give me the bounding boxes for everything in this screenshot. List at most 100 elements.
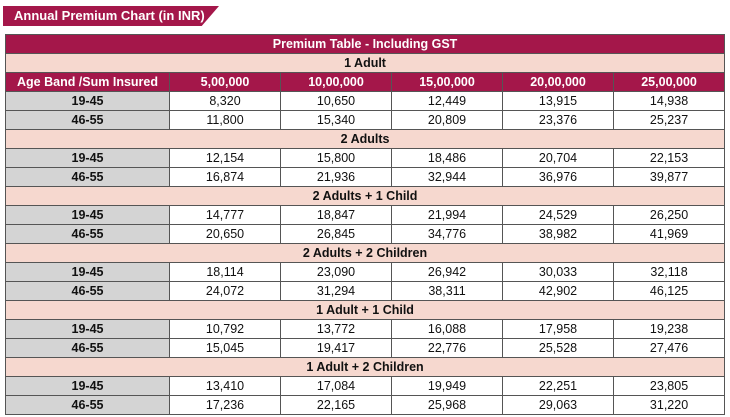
page-title: Annual Premium Chart (in INR) [3,6,219,26]
table-row: 19-45 12,154 15,800 18,486 20,704 22,153 [5,148,726,168]
premium-cell: 22,776 [391,338,503,358]
premium-cell: 23,090 [280,262,392,282]
premium-cell: 17,236 [169,395,281,415]
premium-cell: 10,792 [169,319,281,339]
group-label: 1 Adult + 1 Child [4,300,726,320]
premium-cell: 41,969 [612,224,726,244]
group-label: 2 Adults + 1 Child [4,186,726,206]
age-band-cell: 46-55 [5,338,170,358]
group-row: 2 Adults + 2 Children [4,243,726,263]
column-header-sum-insured: 5,00,000 [169,72,281,92]
premium-cell: 21,936 [280,167,392,187]
premium-cell: 13,410 [169,376,281,396]
premium-cell: 34,776 [391,224,503,244]
premium-cell: 22,153 [612,148,726,168]
premium-table: Premium Table - Including GST 1 Adult Age… [4,34,726,415]
premium-cell: 25,968 [391,395,503,415]
premium-cell: 20,650 [169,224,281,244]
age-band-cell: 46-55 [5,167,170,187]
column-header-sum-insured: 10,00,000 [280,72,392,92]
premium-cell: 18,847 [280,205,392,225]
group-row: 2 Adults [4,129,726,149]
table-row: 19-45 18,114 23,090 26,942 30,033 32,118 [5,262,726,282]
group-label: 1 Adult + 2 Children [4,357,726,377]
premium-cell: 12,449 [391,91,503,111]
premium-cell: 31,294 [280,281,392,301]
table-row: 19-45 14,777 18,847 21,994 24,529 26,250 [5,205,726,225]
age-band-cell: 19-45 [5,262,170,282]
premium-cell: 36,976 [502,167,614,187]
table-row: 46-55 16,874 21,936 32,944 36,976 39,877 [5,167,726,187]
age-band-cell: 19-45 [5,319,170,339]
premium-cell: 25,237 [612,110,726,130]
premium-cell: 42,902 [502,281,614,301]
premium-cell: 17,958 [502,319,614,339]
age-band-cell: 46-55 [5,395,170,415]
premium-cell: 16,874 [169,167,281,187]
table-caption: Premium Table - Including GST [4,34,726,54]
premium-cell: 46,125 [612,281,726,301]
table-row: 19-45 13,410 17,084 19,949 22,251 23,805 [5,376,726,396]
premium-cell: 24,529 [502,205,614,225]
premium-cell: 22,165 [280,395,392,415]
table-row: 46-55 24,072 31,294 38,311 42,902 46,125 [5,281,726,301]
premium-cell: 16,088 [391,319,503,339]
premium-cell: 30,033 [502,262,614,282]
premium-cell: 8,320 [169,91,281,111]
premium-cell: 15,340 [280,110,392,130]
premium-cell: 14,938 [612,91,726,111]
premium-cell: 25,528 [502,338,614,358]
age-band-cell: 19-45 [5,205,170,225]
group-row: 2 Adults + 1 Child [4,186,726,206]
premium-cell: 13,915 [502,91,614,111]
premium-cell: 18,114 [169,262,281,282]
age-band-cell: 19-45 [5,91,170,111]
table-row: 46-55 20,650 26,845 34,776 38,982 41,969 [5,224,726,244]
premium-cell: 27,476 [612,338,726,358]
column-header-sum-insured: 20,00,000 [502,72,614,92]
table-row: 19-45 10,792 13,772 16,088 17,958 19,238 [5,319,726,339]
age-band-cell: 19-45 [5,148,170,168]
premium-cell: 10,650 [280,91,392,111]
premium-cell: 26,845 [280,224,392,244]
premium-cell: 14,777 [169,205,281,225]
premium-cell: 32,118 [612,262,726,282]
age-band-cell: 19-45 [5,376,170,396]
premium-cell: 32,944 [391,167,503,187]
column-header-sum-insured: 25,00,000 [612,72,726,92]
premium-cell: 22,251 [502,376,614,396]
premium-cell: 15,045 [169,338,281,358]
premium-cell: 24,072 [169,281,281,301]
premium-cell: 19,417 [280,338,392,358]
premium-cell: 13,772 [280,319,392,339]
premium-cell: 19,949 [391,376,503,396]
table-row: 46-55 17,236 22,165 25,968 29,063 31,220 [5,395,726,415]
group-row: 1 Adult [4,53,726,73]
premium-cell: 12,154 [169,148,281,168]
table-row: 46-55 11,800 15,340 20,809 23,376 25,237 [5,110,726,130]
table-row: 19-45 8,320 10,650 12,449 13,915 14,938 [5,91,726,111]
premium-cell: 31,220 [612,395,726,415]
premium-cell: 23,376 [502,110,614,130]
premium-cell: 21,994 [391,205,503,225]
column-header-sum-insured: 15,00,000 [391,72,503,92]
premium-cell: 20,809 [391,110,503,130]
premium-cell: 29,063 [502,395,614,415]
group-label: 1 Adult [4,53,726,73]
premium-cell: 23,805 [612,376,726,396]
age-band-cell: 46-55 [5,281,170,301]
age-band-cell: 46-55 [5,110,170,130]
group-label: 2 Adults + 2 Children [4,243,726,263]
premium-cell: 19,238 [612,319,726,339]
premium-cell: 11,800 [169,110,281,130]
premium-cell: 15,800 [280,148,392,168]
premium-cell: 18,486 [391,148,503,168]
premium-cell: 26,942 [391,262,503,282]
premium-cell: 38,311 [391,281,503,301]
premium-cell: 39,877 [612,167,726,187]
column-header-row: Age Band /Sum Insured 5,00,000 10,00,000 15… [5,72,726,92]
column-header-age-band: Age Band /Sum Insured [5,72,170,92]
table-body: 1 Adult Age Band /Sum Insured 5,00,000 10,0… [4,53,726,415]
premium-cell: 20,704 [502,148,614,168]
group-label: 2 Adults [4,129,726,149]
